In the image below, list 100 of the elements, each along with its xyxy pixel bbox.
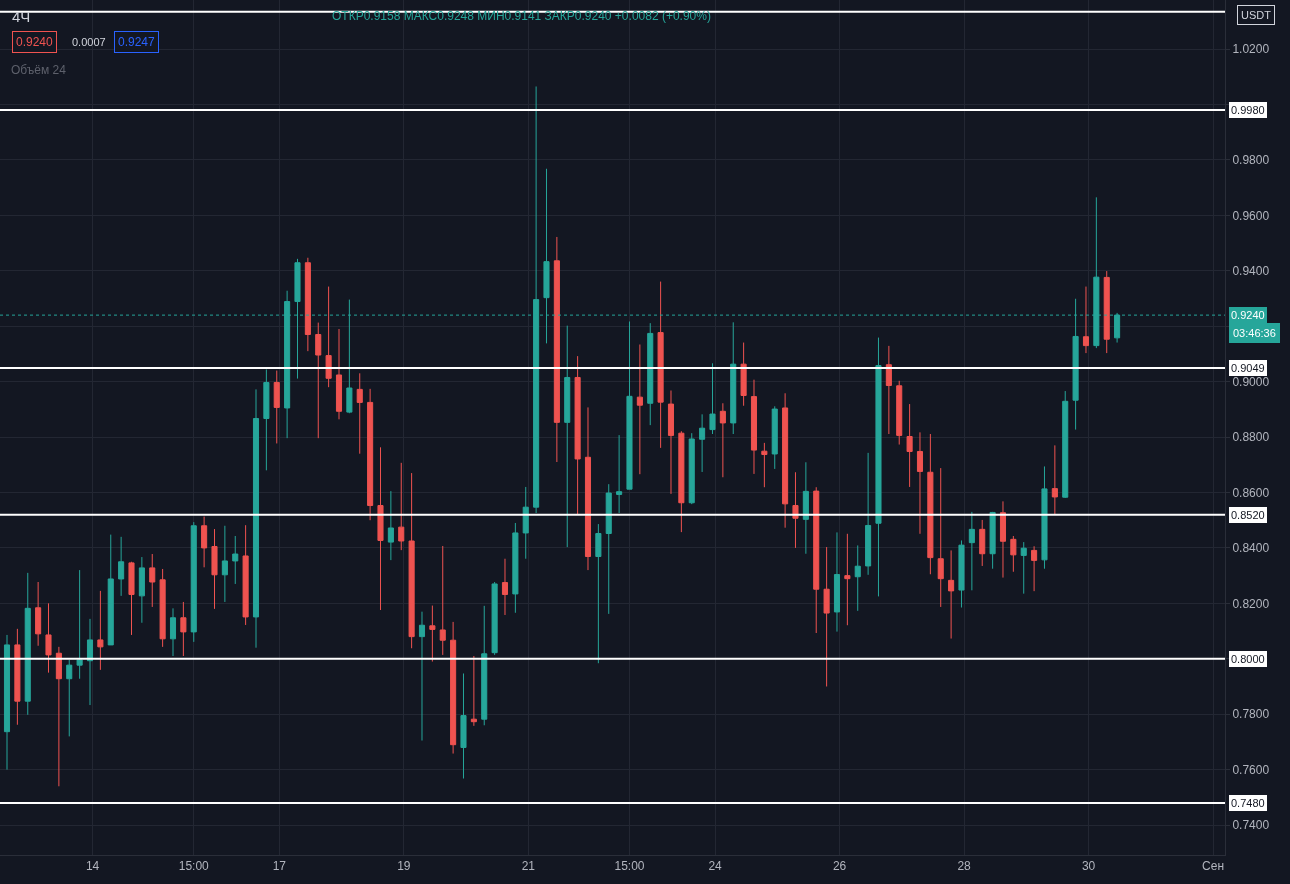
candlestick [958, 539, 965, 609]
candlestick [367, 388, 374, 521]
candlestick [896, 380, 903, 446]
candlestick [470, 655, 477, 727]
ref-line-label: 0.7480 [1231, 797, 1265, 809]
candlestick [35, 581, 42, 647]
candlestick [968, 511, 975, 591]
y-tick-label: 0.7800 [1232, 707, 1270, 722]
candlestick [304, 257, 311, 352]
candlestick [55, 646, 62, 787]
x-tick-label: 26 [832, 859, 847, 874]
candlestick [553, 236, 560, 463]
x-tick-label: 30 [1081, 859, 1096, 874]
y-tick-label: 0.8600 [1232, 485, 1270, 500]
candlestick [325, 286, 332, 388]
annotation: Объём 24 [11, 63, 67, 77]
candlestick [273, 370, 280, 444]
candlestick [719, 402, 726, 478]
candlestick [678, 430, 685, 533]
candlestick [782, 392, 789, 529]
candlestick [688, 432, 695, 505]
candlestick [584, 406, 592, 571]
annotation: 0.0007 [72, 36, 106, 48]
candlestick [1082, 286, 1090, 354]
candlestick [771, 405, 778, 470]
candlestick [699, 413, 706, 473]
candlestick [491, 581, 498, 656]
candlestick [429, 605, 436, 663]
candlestick [232, 535, 239, 585]
candlestick [512, 522, 519, 614]
candlestick [3, 634, 11, 771]
candlestick [14, 628, 21, 726]
candlestick [1103, 270, 1110, 354]
x-tick-label: 21 [521, 859, 536, 874]
candlestick [1041, 465, 1048, 570]
x-tick-label: 19 [397, 859, 411, 874]
candlestick [138, 556, 145, 624]
candlestick [201, 516, 208, 568]
candlestick [263, 368, 270, 471]
candlestick [927, 433, 934, 575]
candlestick [906, 403, 913, 488]
candlestick [481, 605, 488, 726]
annotation: 0.9240 [16, 35, 54, 49]
candlestick [823, 546, 830, 687]
y-tick-label: 0.9400 [1232, 263, 1270, 278]
candlestick [937, 467, 944, 608]
candlestick [730, 321, 737, 435]
ref-line-label: 0.8000 [1231, 653, 1265, 665]
candlestick [647, 322, 654, 426]
ref-line-label: 0.9049 [1231, 362, 1265, 374]
candlestick [885, 345, 892, 435]
candlestick [169, 607, 177, 657]
y-tick-label: 0.7600 [1232, 762, 1270, 777]
candlestick [740, 342, 747, 407]
y-tick-label: 1.0200 [1232, 42, 1270, 57]
candlestick [356, 372, 363, 455]
candlestick [387, 490, 394, 561]
candlestick [989, 511, 996, 570]
y-tick-label: 0.8800 [1232, 430, 1270, 445]
y-tick-label: 0.8200 [1232, 596, 1270, 611]
x-tick-label: 24 [708, 859, 723, 874]
x-tick-label: 17 [272, 859, 287, 874]
candlestick [750, 379, 758, 475]
x-tick-label: 15:00 [178, 859, 210, 874]
candlestick [377, 446, 384, 611]
candlestick [761, 442, 768, 488]
candlestick [999, 500, 1007, 579]
candlestick [450, 621, 457, 755]
y-tick-label: 0.7400 [1232, 818, 1270, 833]
y-tick-label: 0.9600 [1232, 208, 1270, 223]
candlestick [626, 320, 633, 490]
text: 03:46:36 [1233, 327, 1276, 339]
y-tick-label: 0.8400 [1232, 541, 1270, 556]
text: USDT [1241, 9, 1272, 21]
x-tick-label: Сен [1202, 859, 1225, 874]
candlestick [118, 536, 125, 597]
candlestick [875, 337, 882, 597]
candlestick [522, 486, 529, 560]
candlestick [657, 281, 664, 449]
candlestick [813, 486, 820, 634]
candlestick [97, 590, 104, 671]
candlestick [979, 519, 986, 567]
annotation: ОТКР0.9158 МАКС0.9248 МИН0.9141 ЗАКР0.9240 +0.0082 (+0.90%) [332, 9, 711, 23]
y-tick-label: 0.9000 [1232, 374, 1270, 389]
ref-line-label: 0.9240 [1231, 309, 1265, 321]
y-tick-label: 0.9800 [1232, 153, 1270, 168]
candlestick [86, 618, 94, 706]
candlestick [709, 362, 716, 435]
candlestick [221, 525, 228, 603]
candlestick [854, 544, 861, 612]
text: 4Ч [12, 8, 31, 25]
candlestick [107, 534, 114, 646]
candlestick [595, 523, 602, 664]
candlestick [802, 461, 809, 555]
x-tick-label: 15:00 [614, 859, 645, 874]
candlestick [439, 545, 446, 656]
x-tick-label: 28 [957, 859, 972, 874]
candlestick [616, 434, 623, 514]
candlestick [636, 343, 643, 475]
candlestick [460, 672, 467, 780]
